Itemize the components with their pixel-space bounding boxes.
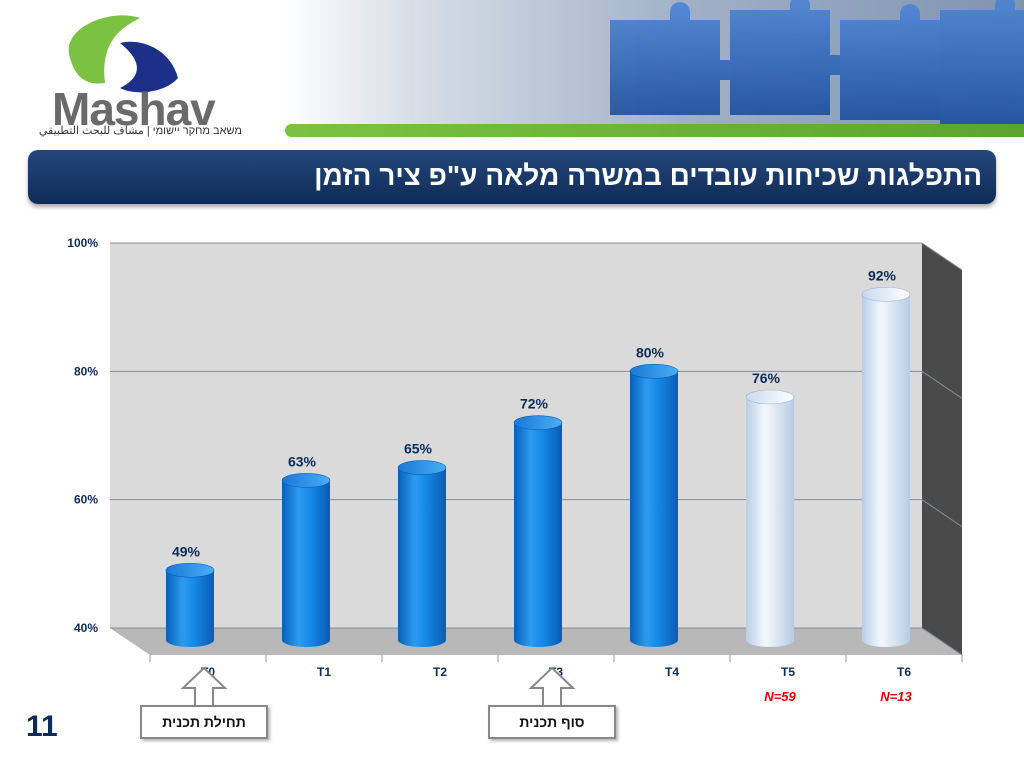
logo-mark-icon: [68, 15, 178, 93]
bar-top: [629, 364, 679, 379]
bar-top: [513, 415, 563, 430]
sample-size-label: N=59: [764, 689, 796, 704]
gridline-side: [921, 627, 963, 656]
bar-value-label: 63%: [288, 453, 317, 469]
logo-text: Mashav: [52, 83, 216, 135]
y-tick-label: 60%: [74, 493, 98, 507]
bar-top: [861, 287, 911, 302]
bar-T6: [861, 287, 911, 647]
header-green-strip: [285, 124, 1024, 137]
x-tick-label: T4: [665, 665, 679, 679]
title-bar: התפלגות שכיחות עובדים במשרה מלאה ע"פ ציר…: [28, 150, 996, 204]
up-arrow-icon: [528, 666, 576, 706]
bar-body: [630, 371, 678, 647]
y-tick-label: 80%: [74, 364, 98, 378]
bar-body: [166, 570, 214, 647]
bar-body: [746, 397, 794, 647]
gridline-side: [921, 242, 963, 271]
sample-size-label: N=13: [880, 689, 912, 704]
bar-T4: [629, 364, 679, 647]
bar-T1: [281, 473, 331, 647]
bar-body: [398, 467, 446, 647]
page-number: 11: [26, 710, 58, 743]
x-tick-label: T6: [897, 665, 911, 679]
bar-top: [745, 389, 795, 405]
bar-value-label: 76%: [752, 370, 781, 386]
bar-value-label: 65%: [404, 441, 433, 457]
bar-body: [862, 294, 910, 647]
bar-top: [397, 460, 447, 475]
gridline-side: [921, 370, 963, 399]
bar-value-label: 92%: [868, 267, 897, 283]
x-tick-label: T2: [433, 665, 447, 679]
y-tick-label: 40%: [74, 621, 98, 635]
up-arrow-icon: [180, 666, 228, 706]
slide-title: התפלגות שכיחות עובדים במשרה מלאה ע"פ ציר…: [314, 160, 982, 191]
x-tick-label: T5: [781, 665, 795, 679]
bar-T0: [165, 562, 215, 647]
bar-body: [514, 422, 562, 647]
logo-subtitle: משאב מחקר יישומי | مشاف للبحث التطبيقي: [38, 125, 242, 137]
y-tick-label: 100%: [67, 236, 98, 250]
callout-T0: תחילת תכנית: [140, 705, 268, 739]
header: Mashav משאב מחקר יישומי | مشاف للبحث الت…: [0, 0, 1024, 140]
bar-value-label: 49%: [172, 543, 201, 559]
gridline-side: [921, 499, 963, 528]
puzzle-pieces-image: [610, 0, 1024, 125]
callout-T3: סוף תכנית: [488, 705, 616, 739]
bar-body: [282, 480, 330, 647]
bar-T5: [745, 389, 795, 647]
bar-value-label: 80%: [636, 344, 665, 360]
bar-T3: [513, 415, 563, 647]
chart-side-wall: [922, 243, 962, 655]
bar-top: [165, 562, 215, 578]
bar-T2: [397, 460, 447, 647]
x-tick-label: T1: [317, 665, 331, 679]
header-banner: [280, 0, 1024, 130]
bar-value-label: 72%: [520, 396, 549, 412]
bar-top: [281, 473, 331, 488]
